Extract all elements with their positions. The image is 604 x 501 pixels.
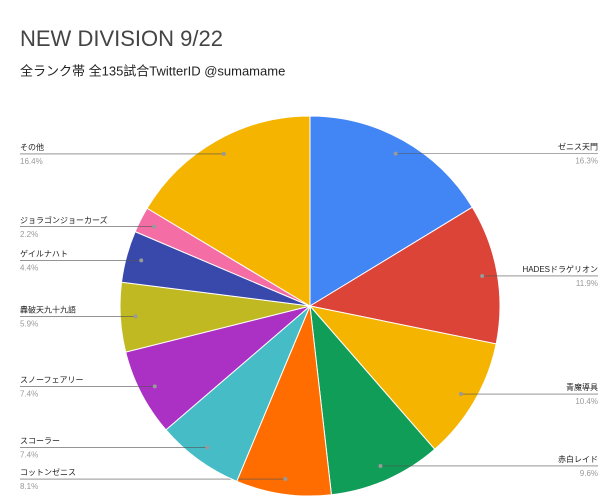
slice-label: スノーフェアリー [20,375,84,384]
slice-percent: 2.2% [20,230,38,239]
slice-label: 青魔導具 [566,382,598,392]
slice-percent: 7.4% [20,389,38,398]
leader-dot [480,273,485,278]
leader-dot [378,463,383,468]
slice-label: ゼニス天門 [558,142,598,152]
slice-label: その他 [20,142,44,152]
pie-slice [146,115,311,307]
pie-slice [309,304,436,496]
slice-label: コットンゼニス [20,467,76,477]
leader-dot [459,392,464,397]
slice-percent: 16.4% [20,157,43,166]
slice-label: スコーラー [20,437,60,446]
leader-dot [139,258,144,263]
leader-dot [221,151,226,156]
leader-dot [205,445,210,450]
leader-dot [393,151,398,156]
pie-slice [308,305,497,451]
slice-label: HADESドラゲリオン [522,264,598,274]
leader-dot [133,314,138,319]
slice-label: ゲイルナハト [20,249,68,259]
leader-dot [152,384,157,389]
slice-percent: 4.4% [20,264,38,273]
pie-slice [236,304,332,497]
slice-label: 赤白レイド [558,454,598,464]
leader-dot [152,224,157,229]
slice-label: 轟破天九十九語 [20,305,76,315]
pie-slice [308,206,501,345]
chart-title: NEW DIVISION 9/22 [20,26,223,51]
slice-percent: 5.9% [20,320,38,329]
slice-percent: 9.6% [580,469,598,478]
slice-percent: 11.9% [576,279,598,288]
slice-label: ジョラゴンジョーカーズ [20,215,108,225]
pie-slice [309,115,474,307]
slice-percent: 7.4% [20,451,38,460]
chart-subtitle: 全ランク帯 全135試合TwitterID @sumamame [20,63,285,78]
slice-percent: 16.3% [575,157,598,166]
slice-percent: 8.1% [20,482,38,491]
leader-dot [283,477,288,482]
slice-percent: 10.4% [575,397,598,406]
